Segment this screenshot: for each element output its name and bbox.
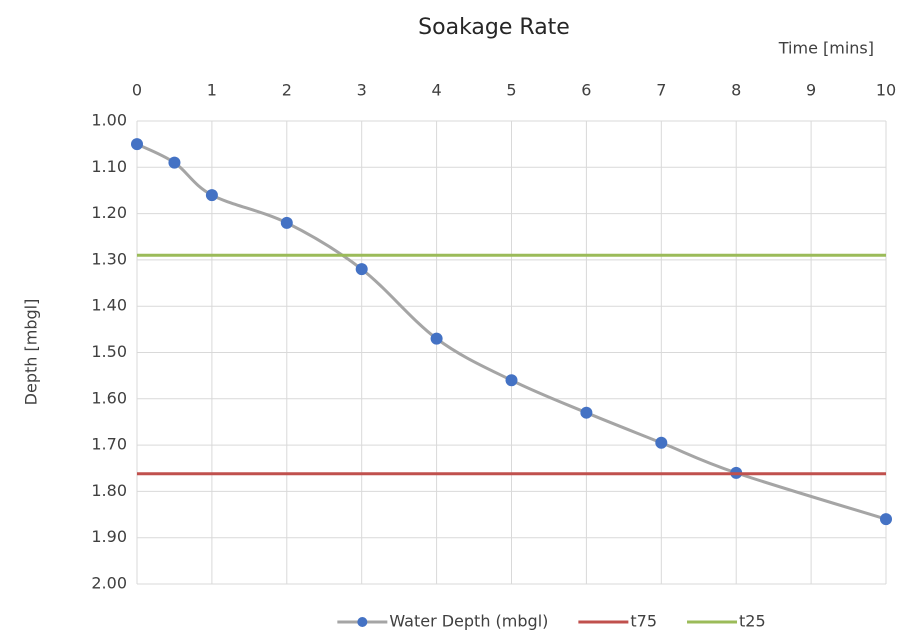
x-tick-label: 5 [506,81,516,100]
legend: Water Depth (mbgl) t75 t25 [337,612,766,631]
y-tick-label: 1.70 [91,435,127,454]
y-tick-label: 1.20 [91,203,127,222]
data-point [505,374,518,387]
x-tick-label: 1 [207,81,217,100]
grid [136,120,887,585]
legend-marker [357,617,368,627]
legend-label: t75 [630,612,657,631]
y-tick-label: 1.80 [91,481,127,500]
data-point [655,436,668,449]
chart-title: Soakage Rate [418,15,570,40]
x-tick-label: 8 [731,81,741,100]
data-point [280,216,293,229]
x-axis-label: Time [mins] [778,39,874,58]
data-point [205,189,218,202]
x-tick-label: 9 [806,81,816,100]
legend-item: Water Depth (mbgl) [337,612,548,631]
y-tick-label: 1.60 [91,388,127,407]
x-tick-label: 2 [282,81,292,100]
y-tick-label: 1.00 [91,111,127,130]
legend-item: t75 [578,612,657,631]
y-tick-label: 1.90 [91,527,127,546]
legend-label: Water Depth (mbgl) [389,612,548,631]
data-point [355,263,368,276]
legend-label: t25 [739,612,766,631]
data-point [430,332,443,345]
x-tick-label: 4 [432,81,442,100]
y-tick-label: 1.40 [91,296,127,315]
data-point [880,513,892,526]
y-tick-label: 1.30 [91,249,127,268]
data-point [580,406,593,419]
y-axis-label: Depth [mbgl] [22,299,41,406]
x-tick-label: 6 [581,81,591,100]
x-tick-label: 3 [357,81,367,100]
y-tick-label: 1.10 [91,157,127,176]
data-point [168,156,181,169]
legend-item: t25 [687,612,766,631]
x-tick-label: 7 [656,81,666,100]
data-point [131,138,143,151]
x-tick-label: 10 [876,81,896,100]
x-tick-label: 0 [132,81,142,100]
y-tick-label: 1.50 [91,342,127,361]
y-tick-label: 2.00 [91,574,127,593]
